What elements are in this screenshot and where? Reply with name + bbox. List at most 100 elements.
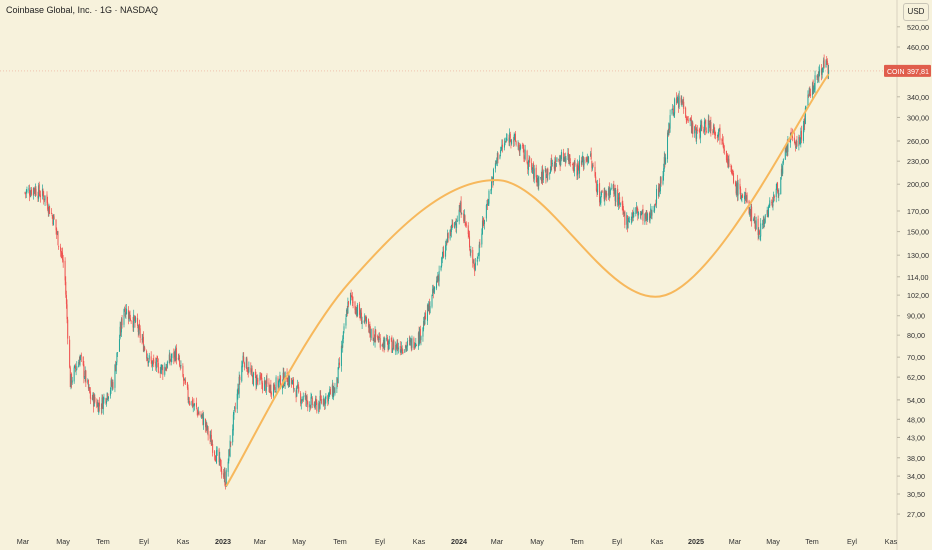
candle-body xyxy=(300,393,302,404)
candle-body xyxy=(239,376,241,380)
candle-body xyxy=(433,287,435,293)
candle-body xyxy=(237,388,239,396)
candle-body xyxy=(351,296,353,301)
candle-body xyxy=(343,326,345,331)
candle-body xyxy=(85,370,87,383)
candle-body xyxy=(66,304,68,320)
candle-body xyxy=(287,377,289,387)
candle-body xyxy=(305,395,307,402)
candle-body xyxy=(769,200,771,206)
candle-body xyxy=(57,231,59,246)
candle-body xyxy=(37,195,39,199)
candle-body xyxy=(472,260,474,262)
candle-body xyxy=(187,387,189,401)
candle-body xyxy=(221,470,223,475)
candle-body xyxy=(387,340,389,350)
candle-body xyxy=(713,125,715,130)
candle-body xyxy=(53,216,55,220)
candle-body xyxy=(746,194,748,203)
candle-body xyxy=(301,398,303,401)
candle-body xyxy=(157,362,159,373)
candle-body xyxy=(228,449,230,456)
candle-body xyxy=(440,265,442,271)
candle-body xyxy=(183,376,185,381)
candle-body xyxy=(377,336,379,339)
candle-body xyxy=(168,354,170,364)
candle-body xyxy=(753,219,755,221)
candle-body xyxy=(319,395,321,409)
y-tick-label: 34,00 xyxy=(907,472,925,481)
candle-body xyxy=(135,317,137,322)
candle-body xyxy=(426,304,428,321)
currency-button[interactable]: USD xyxy=(903,3,929,21)
candle-body xyxy=(364,315,366,322)
candle-body xyxy=(642,208,644,221)
candle-body xyxy=(183,379,185,381)
candle-body xyxy=(355,309,357,315)
candle-body xyxy=(175,347,177,361)
candle-body xyxy=(808,88,810,95)
candle-body xyxy=(43,195,45,201)
candle-body xyxy=(141,338,143,341)
candle-body xyxy=(547,168,549,176)
candle-body xyxy=(280,375,282,389)
candle-body xyxy=(423,321,425,326)
candle-body xyxy=(252,372,254,386)
candle-body xyxy=(768,204,770,207)
candle-body xyxy=(30,189,32,195)
candle-body xyxy=(327,395,329,403)
candle-body xyxy=(206,425,208,430)
candle-body xyxy=(757,218,759,235)
candle-body xyxy=(496,152,498,161)
candle-body xyxy=(535,167,537,178)
candle-body xyxy=(705,131,707,133)
candle-body xyxy=(246,358,248,372)
candle-body xyxy=(107,396,109,399)
candle-body xyxy=(219,458,221,462)
candle-body xyxy=(442,251,444,256)
candle-body xyxy=(400,349,402,353)
candle-body xyxy=(586,158,588,162)
fitted-curve[interactable] xyxy=(225,73,830,487)
candle-body xyxy=(102,398,104,409)
candle-body xyxy=(402,352,404,354)
candle-body xyxy=(802,125,804,141)
candle-body xyxy=(71,373,73,384)
candle-body xyxy=(755,223,757,231)
candle-body xyxy=(87,380,89,383)
candle-body xyxy=(414,347,416,349)
candle-body xyxy=(560,152,562,160)
candle-body xyxy=(610,188,612,190)
candle-body xyxy=(147,358,149,364)
candle-body xyxy=(329,388,331,393)
candle-body xyxy=(668,123,670,136)
candle-body xyxy=(106,392,108,400)
candle-body xyxy=(374,330,376,342)
candle-body xyxy=(153,359,155,363)
candle-body xyxy=(316,402,318,412)
candle-body xyxy=(395,345,397,348)
candle-body xyxy=(228,449,230,461)
candle-body xyxy=(347,302,349,314)
candle-body xyxy=(419,328,421,341)
candle-body xyxy=(714,132,716,136)
candle-body xyxy=(282,372,284,384)
candle-body xyxy=(686,119,688,120)
candle-body xyxy=(822,68,824,70)
candle-body xyxy=(263,381,265,391)
candle-body xyxy=(538,176,540,186)
candle-body xyxy=(261,377,263,384)
y-axis[interactable]: 520,00 460,00 340,00 300,00 260,00 230,00 200,… xyxy=(896,0,929,550)
candle-body xyxy=(425,312,427,320)
candle-body xyxy=(34,189,36,193)
x-tick-label: Tem xyxy=(805,537,819,546)
y-tick-label: 150,00 xyxy=(907,228,929,237)
x-axis[interactable]: Mar May Tem Eyl Kas 2023 Mar May Tem Eyl Kas 2024 Ma… xyxy=(17,537,898,546)
candle-body xyxy=(563,157,565,162)
candle-body xyxy=(171,353,173,358)
candle-body xyxy=(799,137,801,144)
candle-body xyxy=(495,161,497,163)
candle-body xyxy=(91,397,93,400)
candle-body xyxy=(577,164,579,175)
